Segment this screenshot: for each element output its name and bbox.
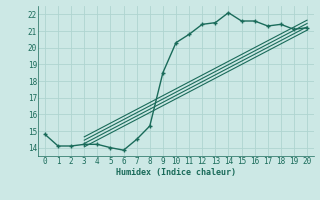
X-axis label: Humidex (Indice chaleur): Humidex (Indice chaleur) xyxy=(116,168,236,177)
